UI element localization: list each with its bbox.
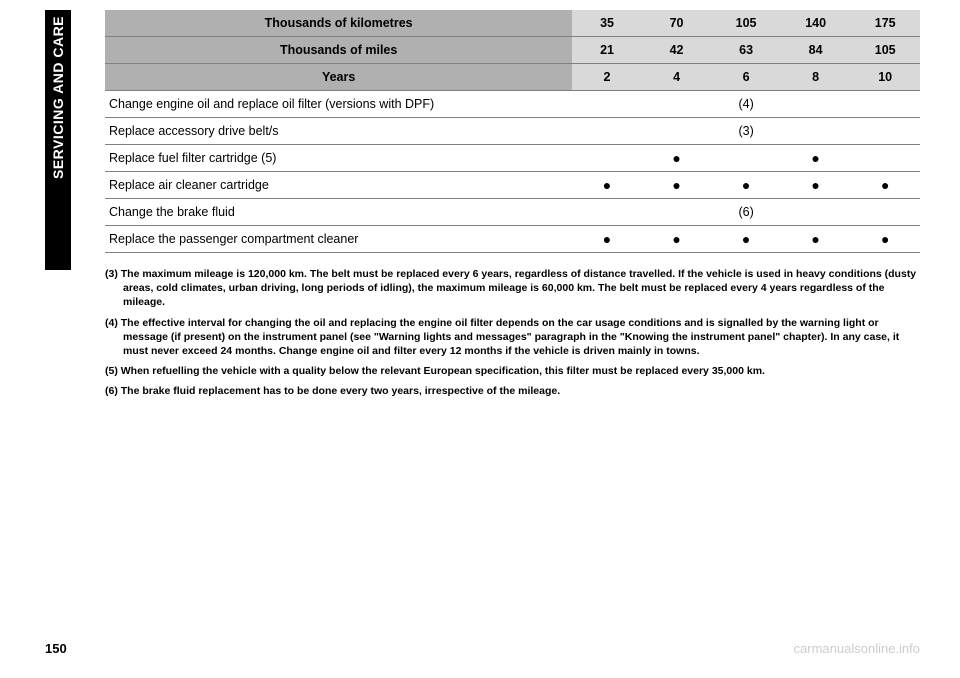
- page-number: 150: [45, 641, 67, 656]
- watermark: carmanualsonline.info: [794, 641, 920, 656]
- header-miles-val: 84: [781, 37, 851, 64]
- row-val: ●: [850, 172, 920, 199]
- row-label: Replace air cleaner cartridge: [105, 172, 572, 199]
- row-label: Change engine oil and replace oil filter…: [105, 91, 572, 118]
- table-row: Replace accessory drive belt/s (3): [105, 118, 920, 145]
- footnote: (5) When refuelling the vehicle with a q…: [105, 364, 920, 378]
- table-row: Change the brake fluid (6): [105, 199, 920, 226]
- table-row: Change engine oil and replace oil filter…: [105, 91, 920, 118]
- row-val: ●: [781, 172, 851, 199]
- row-val: ●: [781, 145, 851, 172]
- header-miles-val: 21: [572, 37, 642, 64]
- row-val: ●: [781, 226, 851, 253]
- row-span-note: (6): [572, 199, 920, 226]
- header-km-val: 105: [711, 10, 781, 37]
- header-km-label: Thousands of kilometres: [105, 10, 572, 37]
- header-miles-val: 42: [642, 37, 712, 64]
- row-label: Replace the passenger compartment cleane…: [105, 226, 572, 253]
- header-row-years: Years 2 4 6 8 10: [105, 64, 920, 91]
- row-span-note: (4): [572, 91, 920, 118]
- row-label: Replace accessory drive belt/s: [105, 118, 572, 145]
- row-label: Replace fuel filter cartridge (5): [105, 145, 572, 172]
- table-row: Replace the passenger compartment cleane…: [105, 226, 920, 253]
- header-miles-val: 63: [711, 37, 781, 64]
- footnote: (4) The effective interval for changing …: [105, 316, 920, 359]
- row-val: [850, 145, 920, 172]
- header-years-val: 10: [850, 64, 920, 91]
- table-row: Replace fuel filter cartridge (5) ● ●: [105, 145, 920, 172]
- header-row-miles: Thousands of miles 21 42 63 84 105: [105, 37, 920, 64]
- row-val: ●: [642, 172, 712, 199]
- header-km-val: 70: [642, 10, 712, 37]
- header-km-val: 35: [572, 10, 642, 37]
- row-span-note: (3): [572, 118, 920, 145]
- row-label: Change the brake fluid: [105, 199, 572, 226]
- header-years-val: 4: [642, 64, 712, 91]
- row-val: [572, 145, 642, 172]
- header-years-val: 6: [711, 64, 781, 91]
- row-val: ●: [642, 145, 712, 172]
- header-years-label: Years: [105, 64, 572, 91]
- footnotes: (3) The maximum mileage is 120,000 km. T…: [105, 267, 920, 398]
- header-km-val: 175: [850, 10, 920, 37]
- page-content: Thousands of kilometres 35 70 105 140 17…: [105, 10, 920, 404]
- row-val: ●: [711, 172, 781, 199]
- table-row: Replace air cleaner cartridge ● ● ● ● ●: [105, 172, 920, 199]
- row-val: ●: [572, 226, 642, 253]
- header-miles-label: Thousands of miles: [105, 37, 572, 64]
- header-years-val: 8: [781, 64, 851, 91]
- maintenance-table: Thousands of kilometres 35 70 105 140 17…: [105, 10, 920, 253]
- header-miles-val: 105: [850, 37, 920, 64]
- row-val: ●: [572, 172, 642, 199]
- header-km-val: 140: [781, 10, 851, 37]
- row-val: ●: [850, 226, 920, 253]
- row-val: [711, 145, 781, 172]
- footnote: (3) The maximum mileage is 120,000 km. T…: [105, 267, 920, 310]
- footnote: (6) The brake fluid replacement has to b…: [105, 384, 920, 398]
- header-row-km: Thousands of kilometres 35 70 105 140 17…: [105, 10, 920, 37]
- row-val: ●: [642, 226, 712, 253]
- header-years-val: 2: [572, 64, 642, 91]
- section-tab: SERVICING AND CARE: [45, 10, 71, 270]
- row-val: ●: [711, 226, 781, 253]
